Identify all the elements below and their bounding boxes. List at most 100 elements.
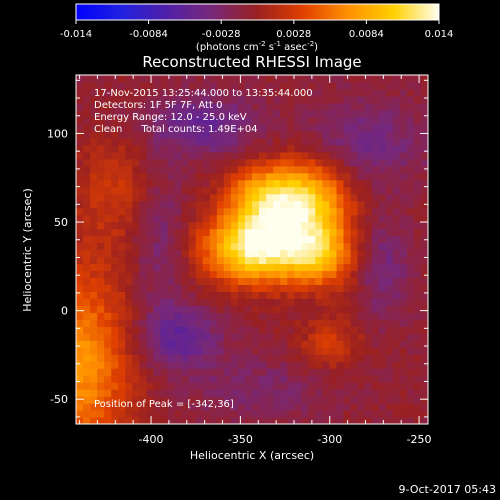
heatmap-cell [364, 81, 373, 90]
heatmap-cell [90, 263, 98, 272]
heatmap-cell [399, 326, 408, 334]
heatmap-cell [237, 75, 246, 83]
heatmap-cell [237, 193, 246, 202]
heatmap-cell [329, 102, 338, 111]
heatmap-cell [202, 116, 211, 125]
heatmap-cell [90, 347, 98, 355]
heatmap-cell [420, 249, 428, 258]
heatmap-cell [132, 228, 140, 237]
heatmap-cell [308, 186, 316, 195]
heatmap-cell [160, 354, 169, 362]
heatmap-cell [146, 200, 155, 209]
heatmap-cell [371, 396, 380, 404]
heatmap-cell [209, 333, 218, 341]
heatmap-cell [343, 88, 352, 97]
heatmap-cell [111, 263, 119, 272]
heatmap-cell [420, 368, 428, 376]
heatmap-cell [252, 158, 260, 167]
heatmap-cell [336, 389, 345, 397]
heatmap-cell [111, 305, 119, 313]
heatmap-cell [385, 193, 394, 202]
heatmap-cell [195, 396, 204, 404]
heatmap-cell [266, 207, 274, 216]
heatmap-cell [111, 123, 119, 132]
heatmap-cell [329, 144, 338, 153]
heatmap-cell [216, 249, 225, 258]
heatmap-cell [385, 354, 394, 362]
heatmap-cell [230, 165, 239, 174]
heatmap-cell [209, 228, 218, 237]
heatmap-cell [287, 326, 295, 334]
heatmap-cell [273, 375, 281, 383]
heatmap-cell [420, 298, 428, 306]
heatmap-cell [76, 305, 84, 313]
heatmap-cell [230, 116, 239, 125]
heatmap-cell [76, 389, 84, 397]
heatmap-cell [76, 109, 84, 118]
heatmap-cell [357, 214, 366, 223]
heatmap-cell [322, 228, 331, 237]
heatmap-cell [223, 221, 232, 230]
heatmap-cell [244, 389, 253, 397]
heatmap-cell [308, 333, 316, 341]
heatmap-cell [97, 326, 105, 334]
colorbar-tick-label: -0.014 [60, 29, 92, 40]
heatmap-cell [223, 354, 232, 362]
heatmap-cell [223, 235, 232, 244]
heatmap-cell [209, 396, 218, 404]
heatmap-cell [294, 340, 302, 348]
heatmap-cell [209, 256, 218, 265]
heatmap-cell [104, 214, 112, 223]
heatmap-cell [392, 319, 401, 327]
heatmap-cell [273, 347, 281, 355]
heatmap-cell [195, 375, 204, 383]
heatmap-cell [195, 270, 204, 279]
heatmap-cell [83, 382, 91, 390]
heatmap-cell [244, 403, 253, 411]
heatmap-cell [371, 263, 380, 272]
heatmap-cell [420, 284, 428, 292]
heatmap-cell [237, 347, 246, 355]
heatmap-cell [139, 207, 147, 216]
heatmap-cell [259, 256, 267, 265]
heatmap-cell [371, 361, 380, 369]
heatmap-cell [230, 179, 239, 188]
heatmap-cell [90, 340, 98, 348]
heatmap-cell [83, 298, 91, 306]
heatmap-cell [259, 389, 267, 397]
heatmap-cell [244, 235, 253, 244]
heatmap-cell [139, 144, 147, 153]
heatmap-cell [399, 165, 408, 174]
heatmap-cell [237, 298, 246, 306]
heatmap-cell [132, 361, 140, 369]
heatmap-cell [392, 130, 401, 139]
heatmap-cell [118, 291, 126, 299]
heatmap-cell [146, 361, 155, 369]
heatmap-cell [357, 158, 366, 167]
heatmap-cell [209, 249, 218, 258]
heatmap-cell [76, 172, 84, 181]
heatmap-cell [378, 102, 387, 111]
heatmap-cell [364, 214, 373, 223]
heatmap-cell [392, 102, 401, 111]
heatmap-cell [90, 123, 98, 132]
heatmap-cell [118, 368, 126, 376]
heatmap-cell [146, 75, 155, 83]
heatmap-cell [294, 368, 302, 376]
heatmap-cell [413, 270, 422, 279]
heatmap-cell [385, 417, 394, 424]
heatmap-cell [301, 382, 309, 390]
heatmap-cell [406, 102, 415, 111]
heatmap-cell [174, 207, 183, 216]
heatmap-cell [118, 200, 126, 209]
heatmap-cell [399, 389, 408, 397]
heatmap-cell [364, 95, 373, 104]
heatmap-cell [160, 389, 169, 397]
heatmap-cell [125, 298, 133, 306]
heatmap-cell [385, 375, 394, 383]
heatmap-cell [364, 200, 373, 209]
heatmap-cell [322, 137, 331, 146]
heatmap-cell [146, 382, 155, 390]
heatmap-cell [132, 88, 140, 97]
heatmap-cell [160, 207, 169, 216]
